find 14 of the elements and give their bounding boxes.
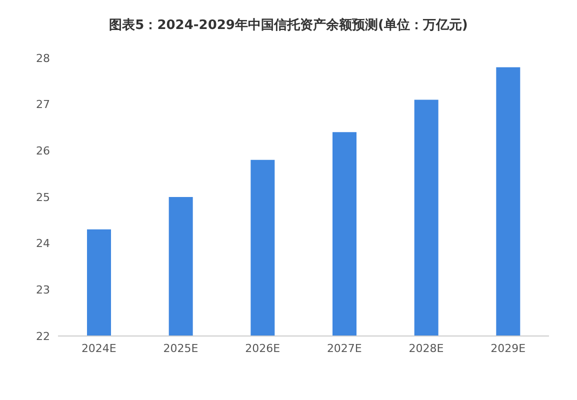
x-tick-label: 2026E: [245, 342, 280, 355]
y-tick-label: 26: [36, 144, 50, 158]
x-tick-label: 2028E: [408, 342, 444, 355]
x-tick-label: 2025E: [163, 342, 198, 355]
y-tick-label: 25: [36, 190, 50, 204]
chart-title: 图表5：2024-2029年中国信托资产余额预测(单位：万亿元): [108, 16, 469, 35]
x-tick-label: 2024E: [81, 342, 116, 355]
y-tick-label: 22: [36, 330, 50, 343]
y-tick-label: 27: [36, 98, 50, 112]
x-tick-label: 2029E: [490, 342, 526, 355]
y-tick-label: 23: [36, 284, 50, 297]
y-tick-label: 28: [36, 52, 50, 65]
x-tick-label: 2027E: [326, 342, 362, 355]
y-tick-label: 24: [36, 237, 50, 250]
